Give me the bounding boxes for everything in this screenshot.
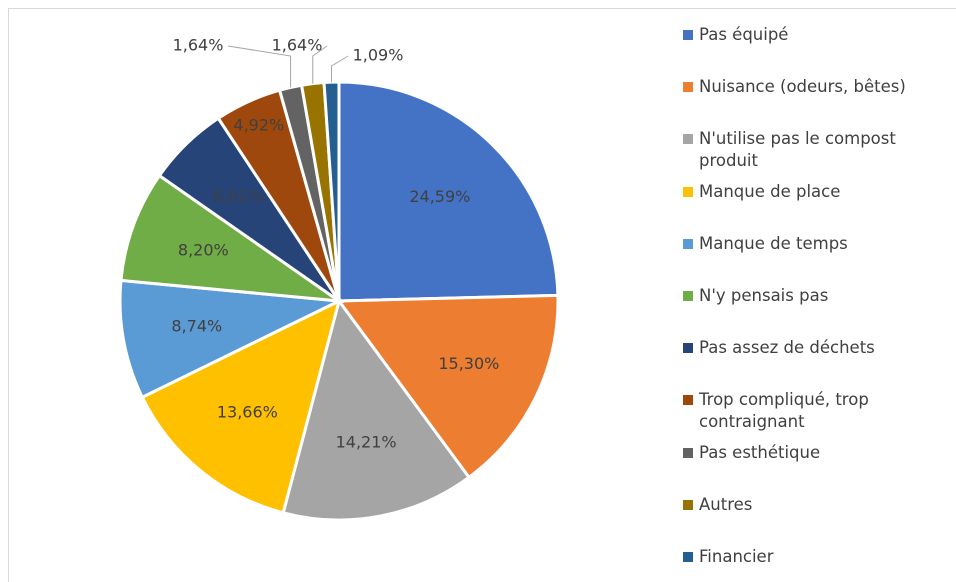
legend-swatch (683, 186, 693, 197)
legend-label: Nuisance (odeurs, bêtes) (699, 77, 906, 97)
legend-swatch (683, 447, 693, 458)
pie-slice (118, 278, 345, 400)
data-label: 14,21% (336, 432, 397, 451)
data-label: 1,64% (173, 36, 224, 55)
data-label: 8,74% (171, 316, 222, 335)
legend-label: Pas équipé (699, 25, 789, 44)
leader-line (312, 45, 328, 84)
data-label: 1,09% (353, 46, 404, 65)
leader-line (227, 45, 292, 88)
legend-swatch (683, 238, 693, 249)
legend-swatch (683, 343, 693, 354)
pie-slice (336, 293, 560, 480)
pie-slice (140, 298, 342, 515)
legend-item: N'y pensais pas (683, 285, 945, 307)
legend-swatch (683, 134, 693, 145)
legend-swatch (683, 552, 693, 562)
legend-label: Trop compliqué, trop contraignant (699, 390, 869, 432)
legend-label: Autres (699, 494, 753, 514)
leader-line (331, 55, 349, 83)
legend-item: Pas esthétique (683, 442, 945, 464)
legend-label: Financier (699, 547, 774, 566)
legend-item: Financier (683, 546, 945, 568)
pie-slice (337, 80, 560, 303)
legend-item: Manque de temps (683, 233, 945, 255)
data-label: 1,64% (272, 36, 323, 55)
legend-label: N'y pensais pas (699, 286, 829, 305)
chart-frame (8, 8, 956, 582)
legend-label: Pas esthétique (699, 442, 821, 462)
data-label: 24,59% (409, 187, 470, 206)
legend-swatch (683, 82, 693, 93)
legend-swatch (683, 291, 693, 301)
legend-item: Manque de place (683, 181, 945, 203)
legend-item: Trop compliqué, trop contraignant (683, 389, 945, 433)
legend-swatch (683, 395, 693, 406)
legend-item: Pas assez de déchets (683, 337, 945, 359)
legend-swatch (683, 30, 693, 40)
legend-item: Pas équipé (683, 24, 945, 46)
legend-item: N'utilise pas le compost produit (683, 128, 945, 172)
data-label: 6,01% (213, 187, 264, 206)
legend-item: Nuisance (odeurs, bêtes) (683, 76, 945, 98)
data-label: 13,66% (217, 402, 278, 421)
data-label: 4,92% (233, 115, 284, 134)
legend-label: N'utilise pas le compost produit (699, 129, 896, 171)
pie-slice (281, 297, 472, 522)
legend-label: Pas assez de déchets (699, 338, 875, 358)
pie-slice (119, 173, 345, 304)
legend-swatch (683, 499, 693, 510)
data-label: 15,30% (438, 354, 499, 373)
legend-label: Manque de temps (699, 233, 848, 253)
legend-item: Autres (683, 494, 945, 516)
legend-label: Manque de place (699, 181, 841, 201)
data-label: 8,20% (178, 241, 229, 260)
